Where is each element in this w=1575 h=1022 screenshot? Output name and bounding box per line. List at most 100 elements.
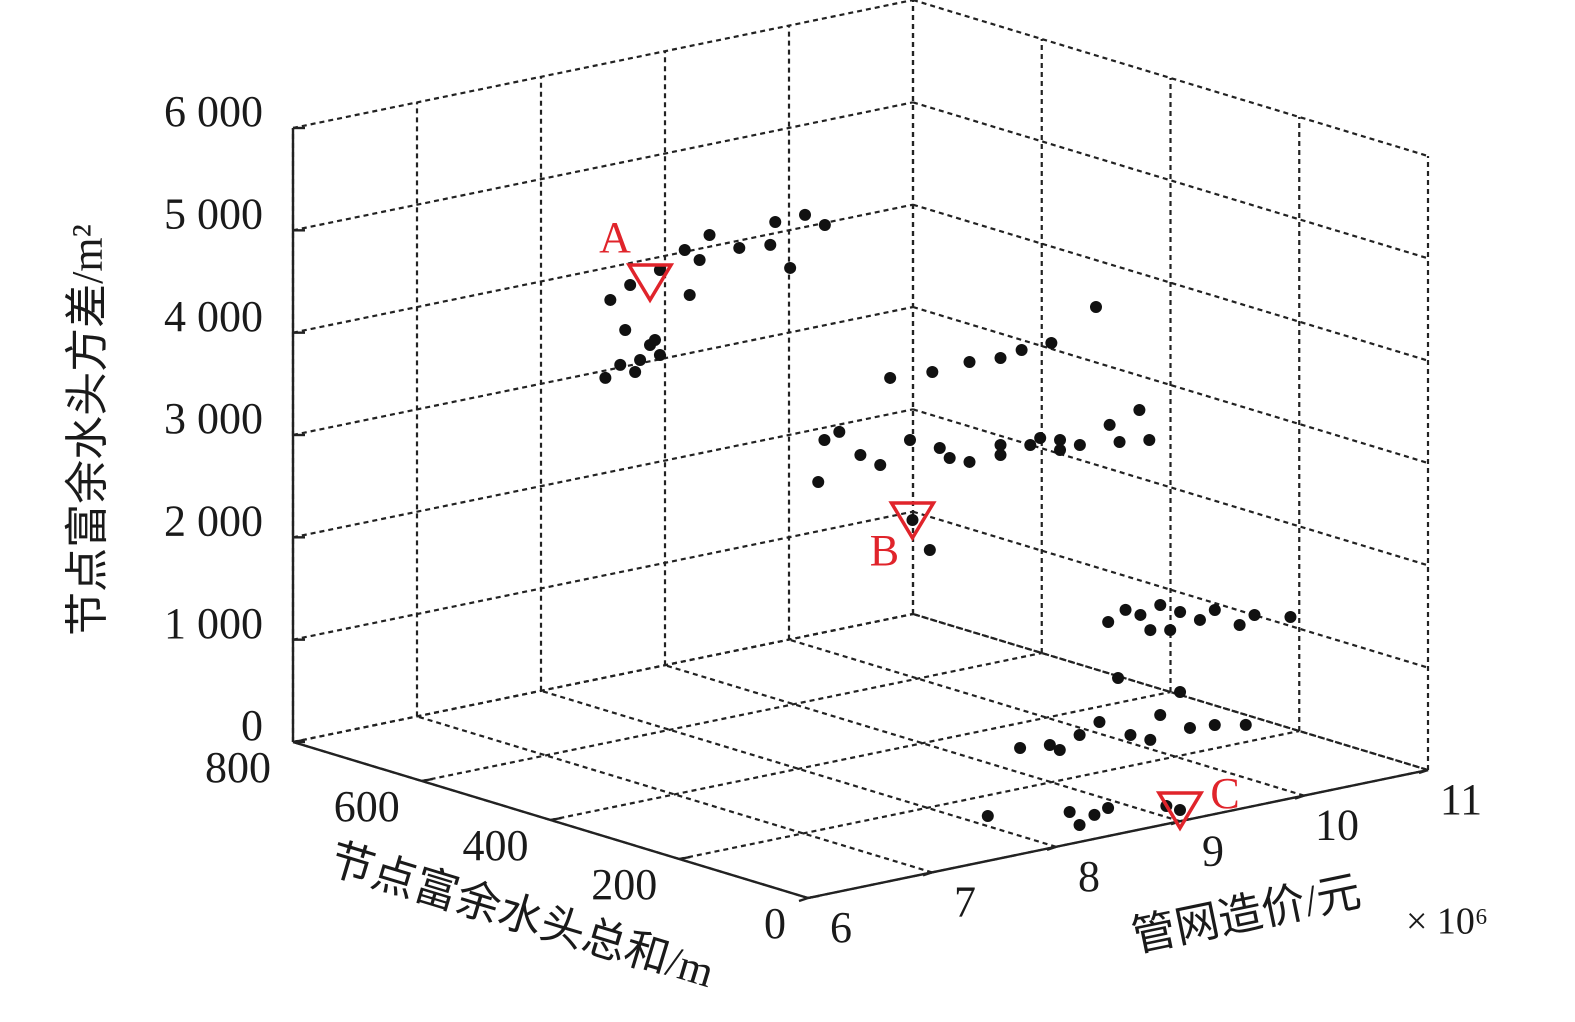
y-tick-label: 0 [764, 899, 786, 948]
point [693, 254, 706, 267]
y-tick [550, 816, 562, 822]
point [1053, 744, 1066, 757]
point [1102, 802, 1115, 815]
point [923, 543, 936, 556]
point [1134, 608, 1147, 621]
point [1144, 733, 1157, 746]
x-tick [1294, 794, 1305, 800]
point [1073, 819, 1086, 832]
grid-line [292, 408, 914, 539]
point [1112, 672, 1125, 685]
point [648, 333, 661, 346]
annotation-marker [1155, 791, 1205, 832]
grid-line [292, 305, 914, 437]
x-tick-label: 7 [954, 877, 976, 926]
point [1154, 599, 1167, 612]
point [1154, 708, 1167, 721]
point [1174, 686, 1187, 699]
grid-line [292, 101, 914, 232]
point [1183, 721, 1196, 734]
point [1054, 433, 1067, 446]
y-tick-label: 600 [334, 782, 400, 831]
point [1208, 604, 1221, 617]
annotation-marker [625, 263, 675, 304]
y-tick [421, 777, 433, 783]
point [1073, 728, 1086, 741]
point [906, 513, 919, 526]
point [1133, 403, 1146, 416]
x-axis-label: 管网造价/元 [1128, 867, 1365, 962]
x-tick-label: 10 [1315, 801, 1359, 850]
point [653, 348, 666, 361]
y-tick-label: 200 [591, 860, 657, 909]
annotation-marker [888, 501, 937, 542]
point [653, 264, 666, 277]
point [1113, 436, 1126, 449]
z-tick-label: 0 [241, 701, 263, 750]
x-tick [1046, 845, 1057, 851]
point [926, 365, 939, 378]
point [1239, 718, 1252, 731]
x-axis [807, 768, 1429, 900]
point [799, 208, 812, 221]
point [884, 371, 897, 384]
point [1164, 624, 1177, 637]
point [1034, 432, 1047, 445]
y-tick-label: 800 [205, 743, 271, 792]
z-tick-label: 2 000 [164, 496, 263, 545]
z-tick-label: 1 000 [164, 599, 263, 648]
labels: 节点富余水头方差/m² 节点富余水头总和/m 管网造价/元 × 10⁶ [63, 224, 1488, 997]
point [599, 371, 612, 384]
y-tick [807, 894, 820, 900]
grid-line [292, 612, 914, 744]
point [874, 459, 887, 472]
point [629, 365, 642, 378]
point [903, 433, 916, 446]
x-tick [798, 896, 809, 903]
grid-line [292, 0, 914, 130]
point [1045, 337, 1058, 350]
annotation-label: C [1210, 769, 1239, 818]
point [1174, 804, 1186, 817]
grid-line [292, 203, 914, 334]
y-tick [292, 738, 305, 744]
y-tick [679, 855, 691, 861]
annotation-label: B [870, 526, 899, 575]
point [1043, 738, 1056, 751]
point [1208, 718, 1221, 731]
point [703, 228, 716, 241]
point [963, 455, 976, 468]
point [1124, 729, 1137, 742]
x-tick-label: 6 [830, 903, 852, 952]
point [812, 476, 825, 489]
point [1054, 444, 1067, 457]
z-axis-label: 节点富余水头方差/m² [63, 224, 112, 636]
grid-line [912, 101, 1429, 260]
annotation-label: A [599, 213, 631, 262]
point [1093, 715, 1106, 728]
point [634, 354, 647, 367]
point [1063, 805, 1076, 818]
x-axis-multiplier: × 10⁶ [1406, 901, 1488, 943]
point [1089, 300, 1102, 313]
point [1088, 808, 1101, 821]
point [818, 434, 831, 447]
point [1073, 438, 1086, 451]
point [1102, 616, 1115, 629]
point [963, 355, 976, 368]
point [614, 358, 627, 371]
point [981, 809, 994, 822]
point [624, 278, 637, 291]
z-tick-label: 3 000 [164, 394, 263, 443]
point [769, 215, 782, 228]
axes: 0 1 000 2 000 3 000 4 000 5 000 6 000 6 7 8 9 10 11 0… [164, 87, 1482, 952]
point [1103, 418, 1116, 431]
point [1174, 605, 1187, 618]
point [764, 238, 777, 251]
grid-line [679, 729, 1300, 861]
point [1144, 624, 1157, 637]
z-tick-label: 4 000 [164, 292, 263, 341]
x-tick-label: 8 [1078, 852, 1100, 901]
